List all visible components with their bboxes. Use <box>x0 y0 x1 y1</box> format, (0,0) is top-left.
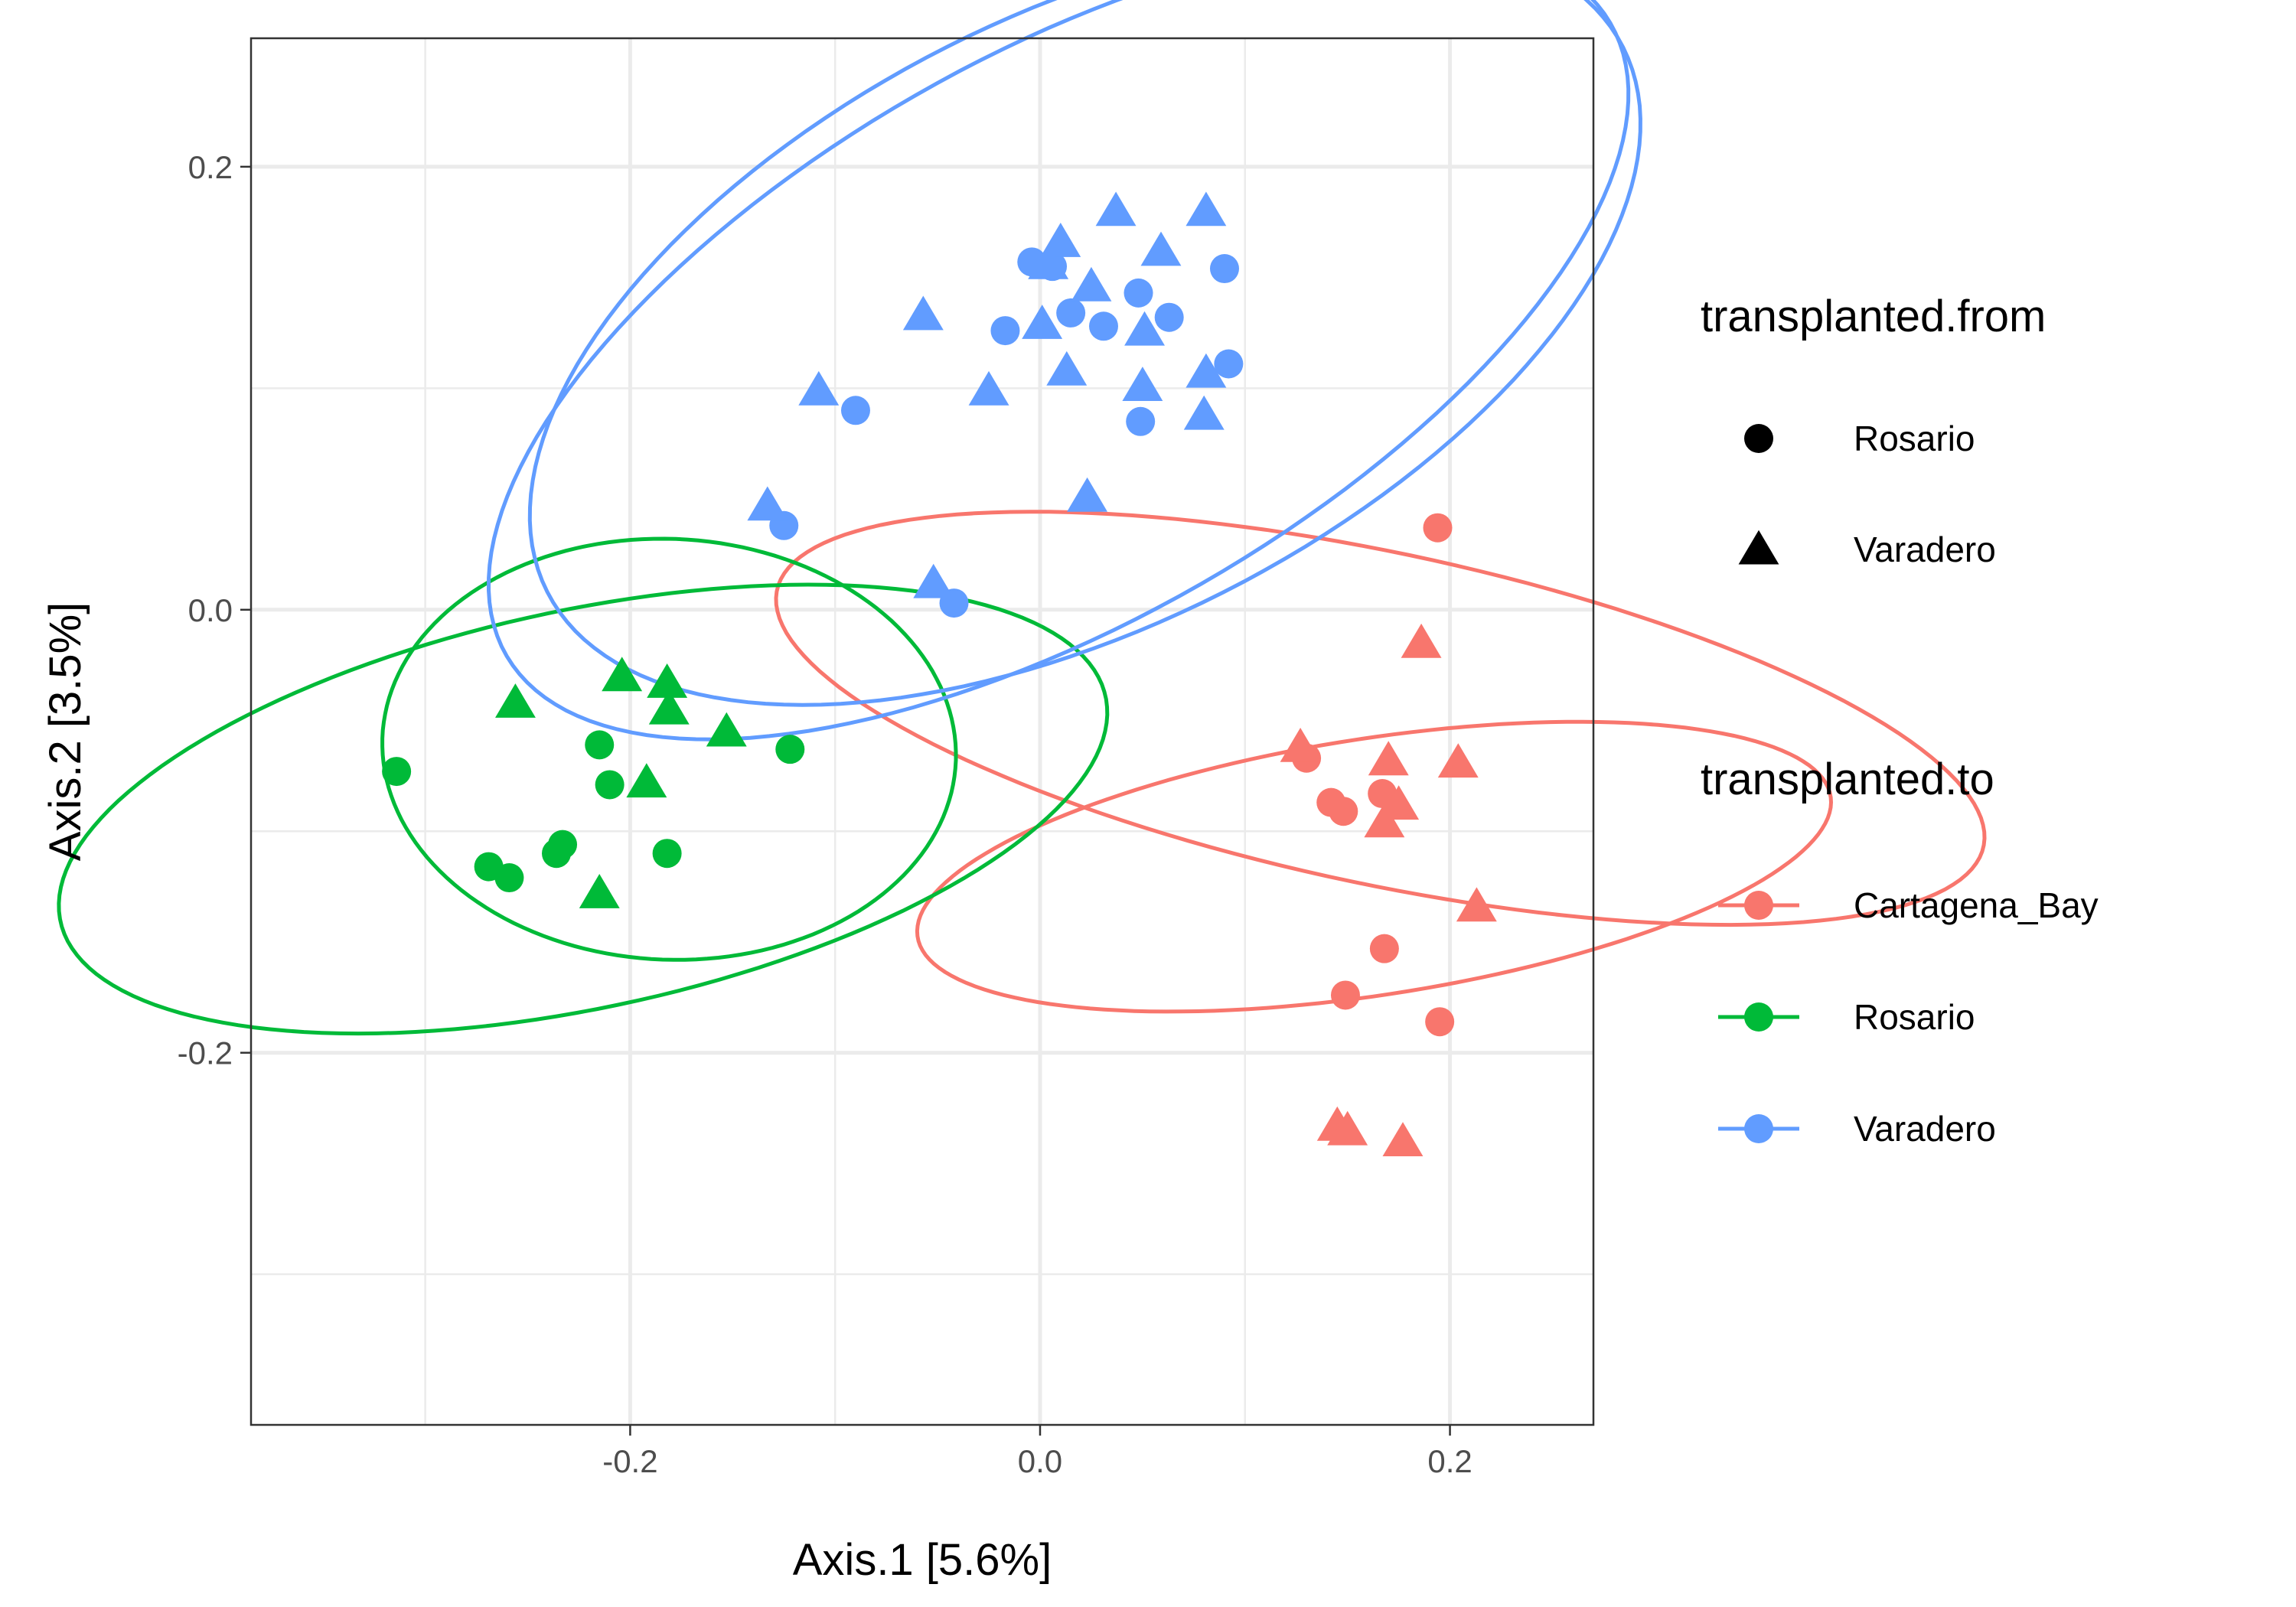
data-point-circle <box>840 396 870 425</box>
data-point-circle <box>1126 406 1156 436</box>
data-point-triangle <box>1124 311 1165 346</box>
data-point-circle <box>585 730 615 760</box>
legend-key-triangle <box>1738 530 1779 565</box>
data-point-triangle <box>495 683 536 718</box>
data-point-triangle <box>1028 244 1069 279</box>
data-point-circle <box>775 735 805 764</box>
data-point-triangle <box>1280 728 1321 762</box>
legend-label-from: Rosario <box>1854 419 1975 458</box>
x-tick-label: 0.2 <box>1427 1443 1472 1479</box>
points-layer <box>382 191 1497 1156</box>
series-rosario-from-rosario <box>382 730 805 893</box>
data-point-triangle <box>579 874 620 908</box>
data-point-circle <box>1423 513 1453 543</box>
data-point-circle <box>652 839 682 869</box>
ellipse-rosario <box>57 582 1110 1036</box>
data-point-triangle <box>913 563 954 598</box>
data-point-circle <box>1214 349 1244 379</box>
data-point-triangle <box>1327 1110 1368 1146</box>
data-point-triangle <box>1437 743 1479 778</box>
data-point-triangle <box>1368 741 1409 776</box>
data-point-triangle <box>1071 266 1112 302</box>
data-point-triangle <box>1382 1122 1424 1156</box>
data-point-triangle <box>647 663 688 698</box>
ellipse-varadero <box>486 0 1631 742</box>
y-axis-ticks: -0.2 0.0 0.2 <box>178 149 251 1071</box>
data-point-circle <box>494 863 524 893</box>
ellipse-varadero <box>527 0 1642 707</box>
series-varadero-from-varadero <box>747 191 1227 598</box>
data-point-triangle <box>747 486 788 521</box>
data-point-triangle <box>1183 395 1225 430</box>
data-point-circle <box>1209 254 1239 284</box>
y-tick-label: -0.2 <box>178 1035 233 1071</box>
data-point-triangle <box>1046 350 1088 386</box>
series-cartagena-bay-from-varadero <box>1280 623 1497 1156</box>
legend-transplanted-from: transplanted.from Rosario Varadero <box>1701 292 2046 569</box>
data-point-circle <box>1369 934 1399 963</box>
data-point-circle <box>542 839 572 869</box>
y-axis-title: Axis.2 [3.5%] <box>41 602 90 861</box>
data-point-triangle <box>706 712 747 747</box>
legend-transplanted-to: transplanted.to Cartagena_Bay Rosario Vara… <box>1701 755 2099 1149</box>
legend-title-from: transplanted.from <box>1701 292 2046 341</box>
data-point-triangle <box>648 689 690 725</box>
ellipse-cartagena-bay <box>774 510 1987 927</box>
data-point-triangle <box>1364 803 1405 838</box>
data-point-triangle <box>798 370 840 406</box>
ellipse-cartagena-bay <box>915 719 1834 1014</box>
y-tick-label: 0.0 <box>188 592 233 628</box>
grid-minor <box>251 38 1593 1425</box>
x-axis-title: Axis.1 [5.6%] <box>793 1535 1052 1585</box>
data-point-triangle <box>1067 477 1107 512</box>
data-point-triangle <box>1186 191 1227 227</box>
data-point-circle <box>1088 311 1118 341</box>
data-point-circle <box>1056 298 1086 328</box>
panel-border <box>249 37 1595 1426</box>
data-point-triangle <box>1140 231 1182 266</box>
data-point-circle <box>595 770 625 800</box>
data-point-circle <box>1330 980 1360 1010</box>
data-point-triangle <box>968 370 1009 406</box>
legend-label-to: Varadero <box>1854 1109 1996 1149</box>
data-point-circle <box>1329 797 1358 826</box>
legend-label-to: Cartagena_Bay <box>1854 885 2099 925</box>
y-tick-label: 0.2 <box>188 149 233 185</box>
data-point-circle <box>1154 302 1184 332</box>
panel-background <box>251 38 1593 1425</box>
data-point-triangle <box>1022 305 1063 339</box>
legend-key-circle <box>1744 424 1773 453</box>
legend-key-circle <box>1744 891 1773 920</box>
data-point-triangle <box>1456 887 1497 922</box>
data-point-circle <box>1425 1007 1455 1037</box>
legend-key-circle <box>1744 1002 1773 1032</box>
legend-label-to: Rosario <box>1854 997 1975 1037</box>
ellipses-layer <box>57 0 1987 1036</box>
x-tick-label: -0.2 <box>602 1443 657 1479</box>
data-point-triangle <box>1186 353 1227 388</box>
legend-label-from: Varadero <box>1854 530 1996 569</box>
data-point-triangle <box>626 763 667 798</box>
data-point-triangle <box>1095 191 1137 227</box>
legend-title-to: transplanted.to <box>1701 755 1994 804</box>
data-point-circle <box>990 316 1020 346</box>
legend-key-circle <box>1744 1114 1773 1143</box>
data-point-triangle <box>1401 623 1442 658</box>
data-point-triangle <box>1040 223 1081 257</box>
data-point-circle <box>1124 278 1153 308</box>
x-tick-label: 0.0 <box>1018 1443 1062 1479</box>
data-point-triangle <box>602 657 643 692</box>
data-point-triangle <box>902 295 944 331</box>
series-cartagena-bay-from-rosario <box>1292 513 1455 1037</box>
plot-panel <box>57 0 1987 1426</box>
ellipse-rosario <box>380 536 958 962</box>
series-rosario-from-varadero <box>495 657 747 908</box>
x-axis-ticks: -0.2 0.0 0.2 <box>602 1425 1473 1479</box>
data-point-triangle <box>1122 367 1163 401</box>
data-point-circle <box>382 757 412 787</box>
